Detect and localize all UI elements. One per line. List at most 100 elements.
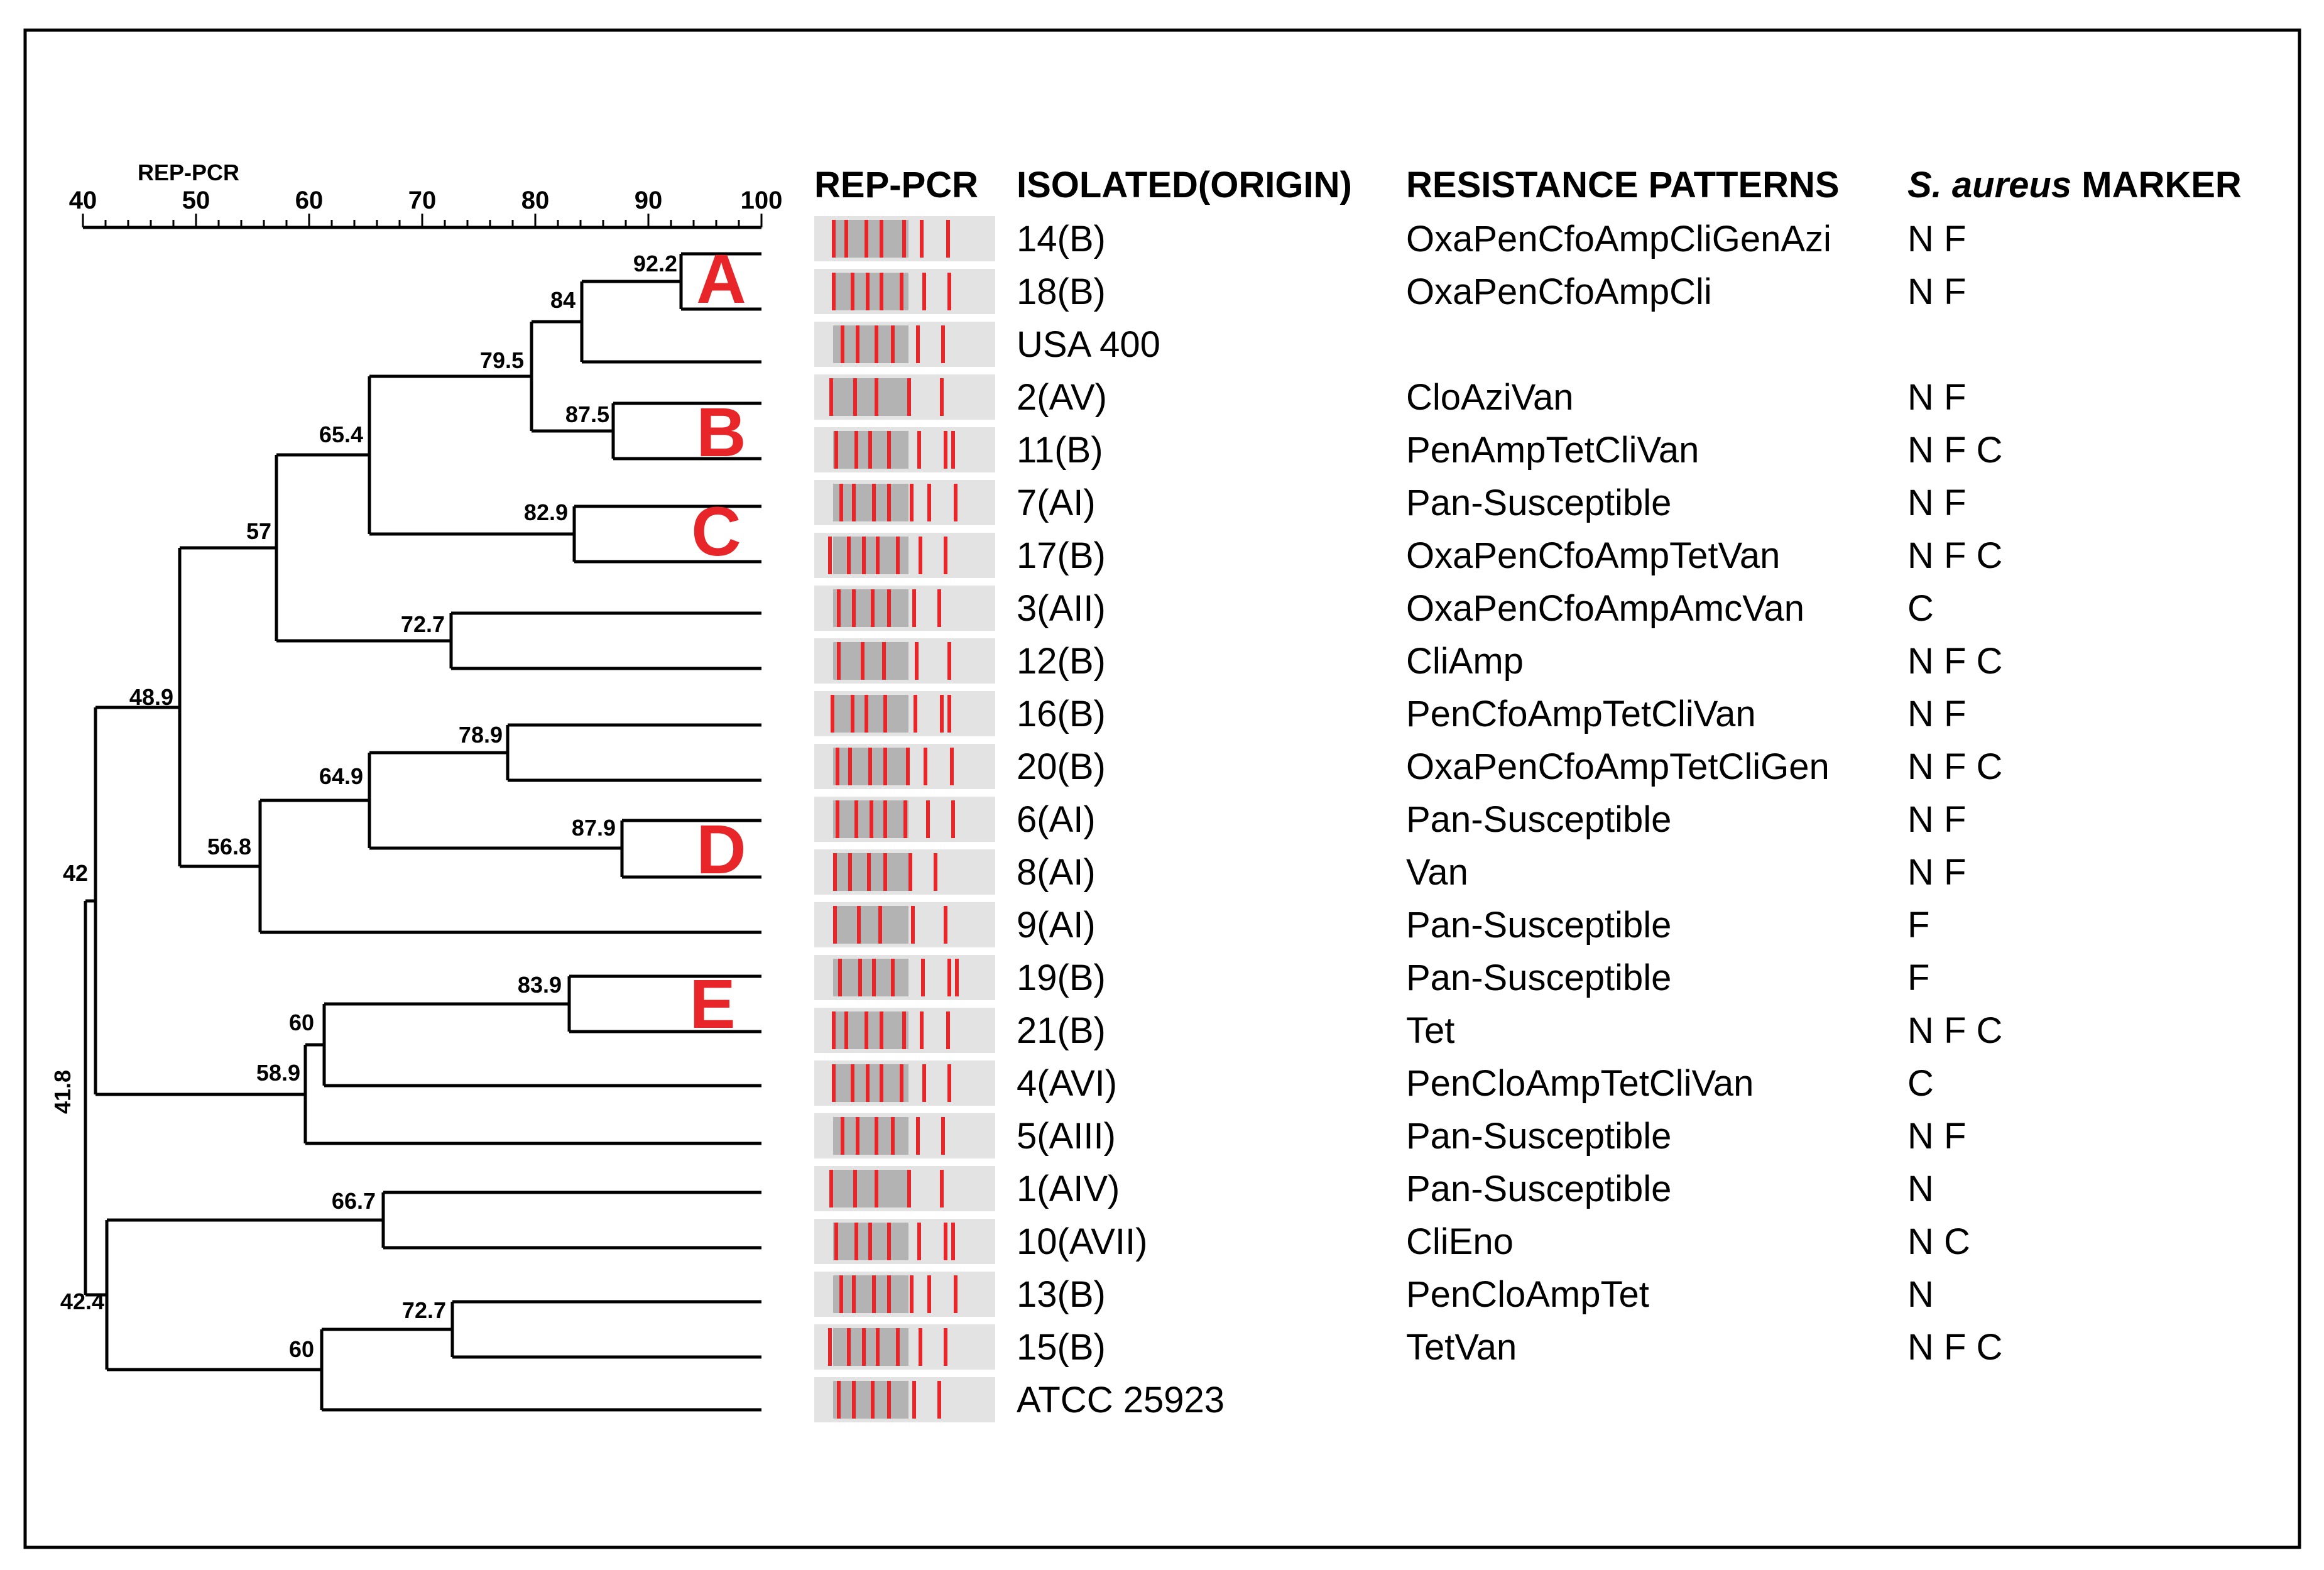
gel-band	[891, 325, 895, 363]
gel-lane-bg	[814, 955, 995, 1000]
marker-value: N F	[1907, 852, 1966, 893]
node-label: 60	[289, 1336, 314, 1362]
gel-band	[847, 537, 851, 574]
gel-lane	[814, 1166, 995, 1211]
isolate-origin: 11(B)	[1017, 430, 1103, 471]
gel-band	[903, 800, 907, 838]
node-label: 87.9	[572, 815, 616, 841]
gel-band	[914, 695, 917, 733]
marker-value: N	[1907, 1274, 1934, 1315]
gel-band	[872, 959, 876, 996]
axis-title: REP-PCR	[138, 160, 239, 185]
gel-lane	[814, 1060, 995, 1106]
gel-lane	[814, 797, 995, 842]
node-label: 56.8	[207, 834, 251, 859]
isolate-origin: 7(AI)	[1017, 482, 1096, 523]
gel-band	[891, 959, 895, 996]
gel-band	[910, 484, 914, 521]
gel-lane-smear	[833, 484, 908, 521]
gel-lane	[814, 322, 995, 367]
header-marker-word: MARKER	[2081, 165, 2242, 205]
marker-value: N F	[1907, 694, 1966, 734]
gel-band	[865, 1011, 868, 1049]
gel-lane-smear	[833, 906, 908, 944]
marker-value: N F	[1907, 1116, 1966, 1157]
marker-value: N F C	[1907, 746, 2002, 787]
column-headers: REP-PCR ISOLATED(ORIGIN) RESISTANCE PATT…	[814, 165, 2242, 205]
gel-lane-smear	[833, 325, 908, 363]
gel-lane	[814, 533, 995, 578]
isolate-origin: 2(AV)	[1017, 377, 1107, 418]
gel-band	[907, 1170, 911, 1207]
cluster-label-a: A	[696, 241, 746, 318]
gel-band	[946, 1011, 950, 1049]
marker-value: N F	[1907, 482, 1966, 523]
gel-band	[947, 959, 951, 996]
header-resistance-patterns: RESISTANCE PATTERNS	[1406, 165, 1840, 205]
marker-value: N F	[1907, 377, 1966, 418]
gel-band	[857, 906, 861, 944]
gel-band	[920, 1011, 924, 1049]
gel-band	[852, 1275, 856, 1313]
table-row: 9(AI) Pan-Susceptible F	[1017, 905, 1929, 946]
gel-lane-bg	[814, 902, 995, 947]
gel-band	[924, 748, 927, 785]
gel-band	[947, 273, 951, 310]
gel-lane-smear	[833, 642, 908, 680]
gel-lane	[814, 955, 995, 1000]
gel-band	[875, 1117, 878, 1155]
gel-band	[829, 1170, 833, 1207]
gel-lane-bg	[814, 427, 995, 472]
gel-lane	[814, 849, 995, 895]
marker-value: N F C	[1907, 1327, 2002, 1368]
gel-band	[922, 273, 926, 310]
isolate-origin: 8(AI)	[1017, 852, 1096, 893]
gel-band	[856, 1117, 859, 1155]
gel-band	[829, 378, 833, 416]
marker-value: N F C	[1907, 641, 2002, 682]
gel-band	[940, 378, 944, 416]
gel-band	[836, 748, 839, 785]
gel-band	[868, 431, 872, 469]
gel-band	[947, 695, 951, 733]
node-label: 66.7	[332, 1188, 376, 1214]
marker-value: N	[1907, 1169, 1934, 1209]
gel-band	[852, 1381, 856, 1419]
isolate-origin: 18(B)	[1017, 271, 1106, 312]
gel-band	[937, 1381, 941, 1419]
table-row: 3(AII) OxaPenCfoAmpAmcVan C	[1017, 588, 1934, 629]
gel-band	[883, 748, 887, 785]
resistance-pattern: Pan-Susceptible	[1406, 482, 1671, 523]
gel-band	[833, 853, 837, 891]
gel-band	[875, 1170, 878, 1207]
gel-lane	[814, 1272, 995, 1317]
gel-band	[896, 537, 900, 574]
gel-band	[919, 537, 922, 574]
gel-band	[870, 800, 873, 838]
gel-band	[937, 589, 941, 627]
gel-band	[837, 1381, 841, 1419]
resistance-pattern: PenAmpTetCliVan	[1406, 430, 1699, 471]
gel-band	[841, 1117, 844, 1155]
gel-band	[867, 853, 871, 891]
gel-band	[839, 484, 843, 521]
gel-band	[852, 484, 856, 521]
gel-band	[875, 325, 878, 363]
tick-label: 90	[635, 187, 663, 214]
gel-lane-bg	[814, 533, 995, 578]
gel-band	[927, 1275, 931, 1313]
table-row: 16(B) PenCfoAmpTetCliVan N F	[1017, 694, 1966, 734]
gel-band	[828, 1328, 832, 1366]
gel-lane-smear	[833, 1275, 908, 1313]
table-row: 13(B) PenCloAmpTet N	[1017, 1274, 1934, 1315]
gel-band	[851, 1064, 854, 1102]
gel-band	[876, 1328, 880, 1366]
gel-band	[847, 1328, 851, 1366]
gel-band	[887, 1223, 891, 1260]
gel-band	[862, 1328, 866, 1366]
gel-band	[920, 220, 924, 258]
resistance-pattern: CloAziVan	[1406, 377, 1574, 418]
resistance-pattern: PenCfoAmpTetCliVan	[1406, 694, 1756, 734]
resistance-pattern: CliAmp	[1406, 641, 1524, 682]
node-label: 65.4	[319, 422, 363, 447]
